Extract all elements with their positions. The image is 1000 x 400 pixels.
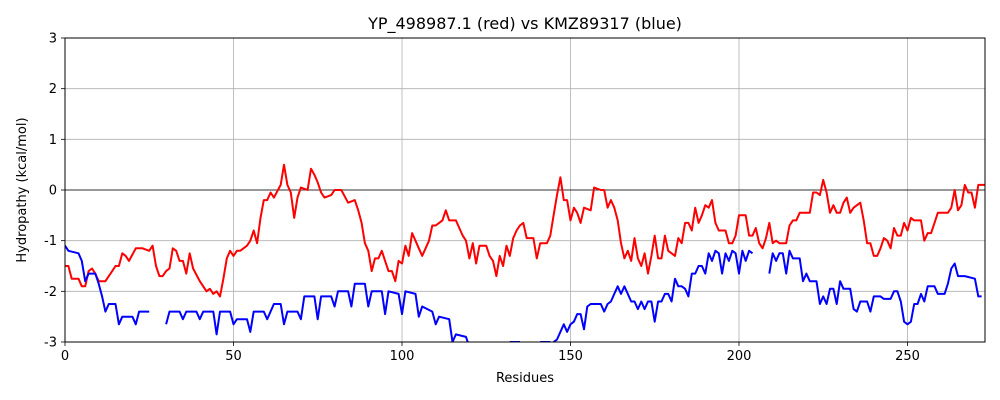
- y-tick-label: -1: [44, 234, 57, 249]
- chart-title: YP_498987.1 (red) vs KMZ89317 (blue): [367, 14, 682, 34]
- x-tick-label: 250: [895, 349, 920, 364]
- series-blue-line: [768, 249, 982, 326]
- y-tick-label: 1: [49, 133, 57, 148]
- plot-series: [65, 163, 985, 342]
- y-axis-label: Hydropathy (kcal/mol): [15, 117, 30, 262]
- series-red-line: [65, 163, 985, 298]
- x-tick-label: 150: [558, 349, 583, 364]
- x-axis-label: Residues: [496, 371, 554, 386]
- series-blue-line: [165, 282, 469, 342]
- x-tick-label: 50: [225, 349, 242, 364]
- x-tick-label: 200: [727, 349, 752, 364]
- y-tick-label: 3: [49, 32, 57, 47]
- x-tick-label: 100: [390, 349, 415, 364]
- series-blue-line: [553, 249, 754, 342]
- y-tick-label: 2: [49, 82, 57, 97]
- y-tick-label: -2: [44, 285, 57, 300]
- x-tick-label: 0: [61, 349, 69, 364]
- axis-ticks: 0 50 100 150 200 250 -3 -2 -1 0 1 2 3: [44, 32, 920, 365]
- series-blue-line: [65, 245, 150, 326]
- y-tick-label: -3: [44, 336, 57, 351]
- y-tick-label: 0: [49, 184, 57, 199]
